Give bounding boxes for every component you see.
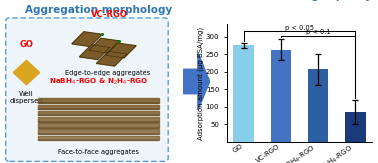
Polygon shape [72, 32, 102, 46]
Polygon shape [38, 111, 159, 115]
FancyBboxPatch shape [6, 18, 168, 161]
Polygon shape [38, 123, 159, 128]
Y-axis label: Adsorption amount (μg BSA/mg): Adsorption amount (μg BSA/mg) [198, 27, 204, 140]
Bar [271, 50, 291, 142]
Polygon shape [89, 38, 119, 53]
Polygon shape [38, 98, 159, 103]
Polygon shape [106, 43, 136, 58]
Text: Aggregation morphology: Aggregation morphology [25, 5, 172, 15]
Text: GO: GO [20, 39, 33, 49]
Bar [308, 69, 328, 142]
Title: Protein-binding capacity: Protein-binding capacity [227, 0, 372, 1]
Text: p < 0.05: p < 0.05 [285, 25, 314, 31]
Polygon shape [79, 45, 110, 59]
Bar [233, 45, 254, 142]
Polygon shape [38, 136, 159, 140]
Text: VC-RGO: VC-RGO [91, 10, 128, 19]
Text: NaBH$_4$-RGO & N$_2$H$_4$-RGO: NaBH$_4$-RGO & N$_2$H$_4$-RGO [48, 76, 148, 87]
Polygon shape [13, 60, 40, 85]
Text: p < 0.1: p < 0.1 [306, 29, 330, 35]
Text: Face-to-face aggregates: Face-to-face aggregates [58, 149, 139, 155]
Polygon shape [38, 117, 159, 122]
Text: Well
dispersed: Well dispersed [9, 91, 43, 104]
Polygon shape [183, 53, 210, 110]
Polygon shape [96, 51, 127, 66]
Bar [345, 112, 366, 142]
Polygon shape [38, 105, 159, 109]
Text: Edge-to-edge aggregates: Edge-to-edge aggregates [65, 70, 150, 76]
Polygon shape [38, 129, 159, 134]
